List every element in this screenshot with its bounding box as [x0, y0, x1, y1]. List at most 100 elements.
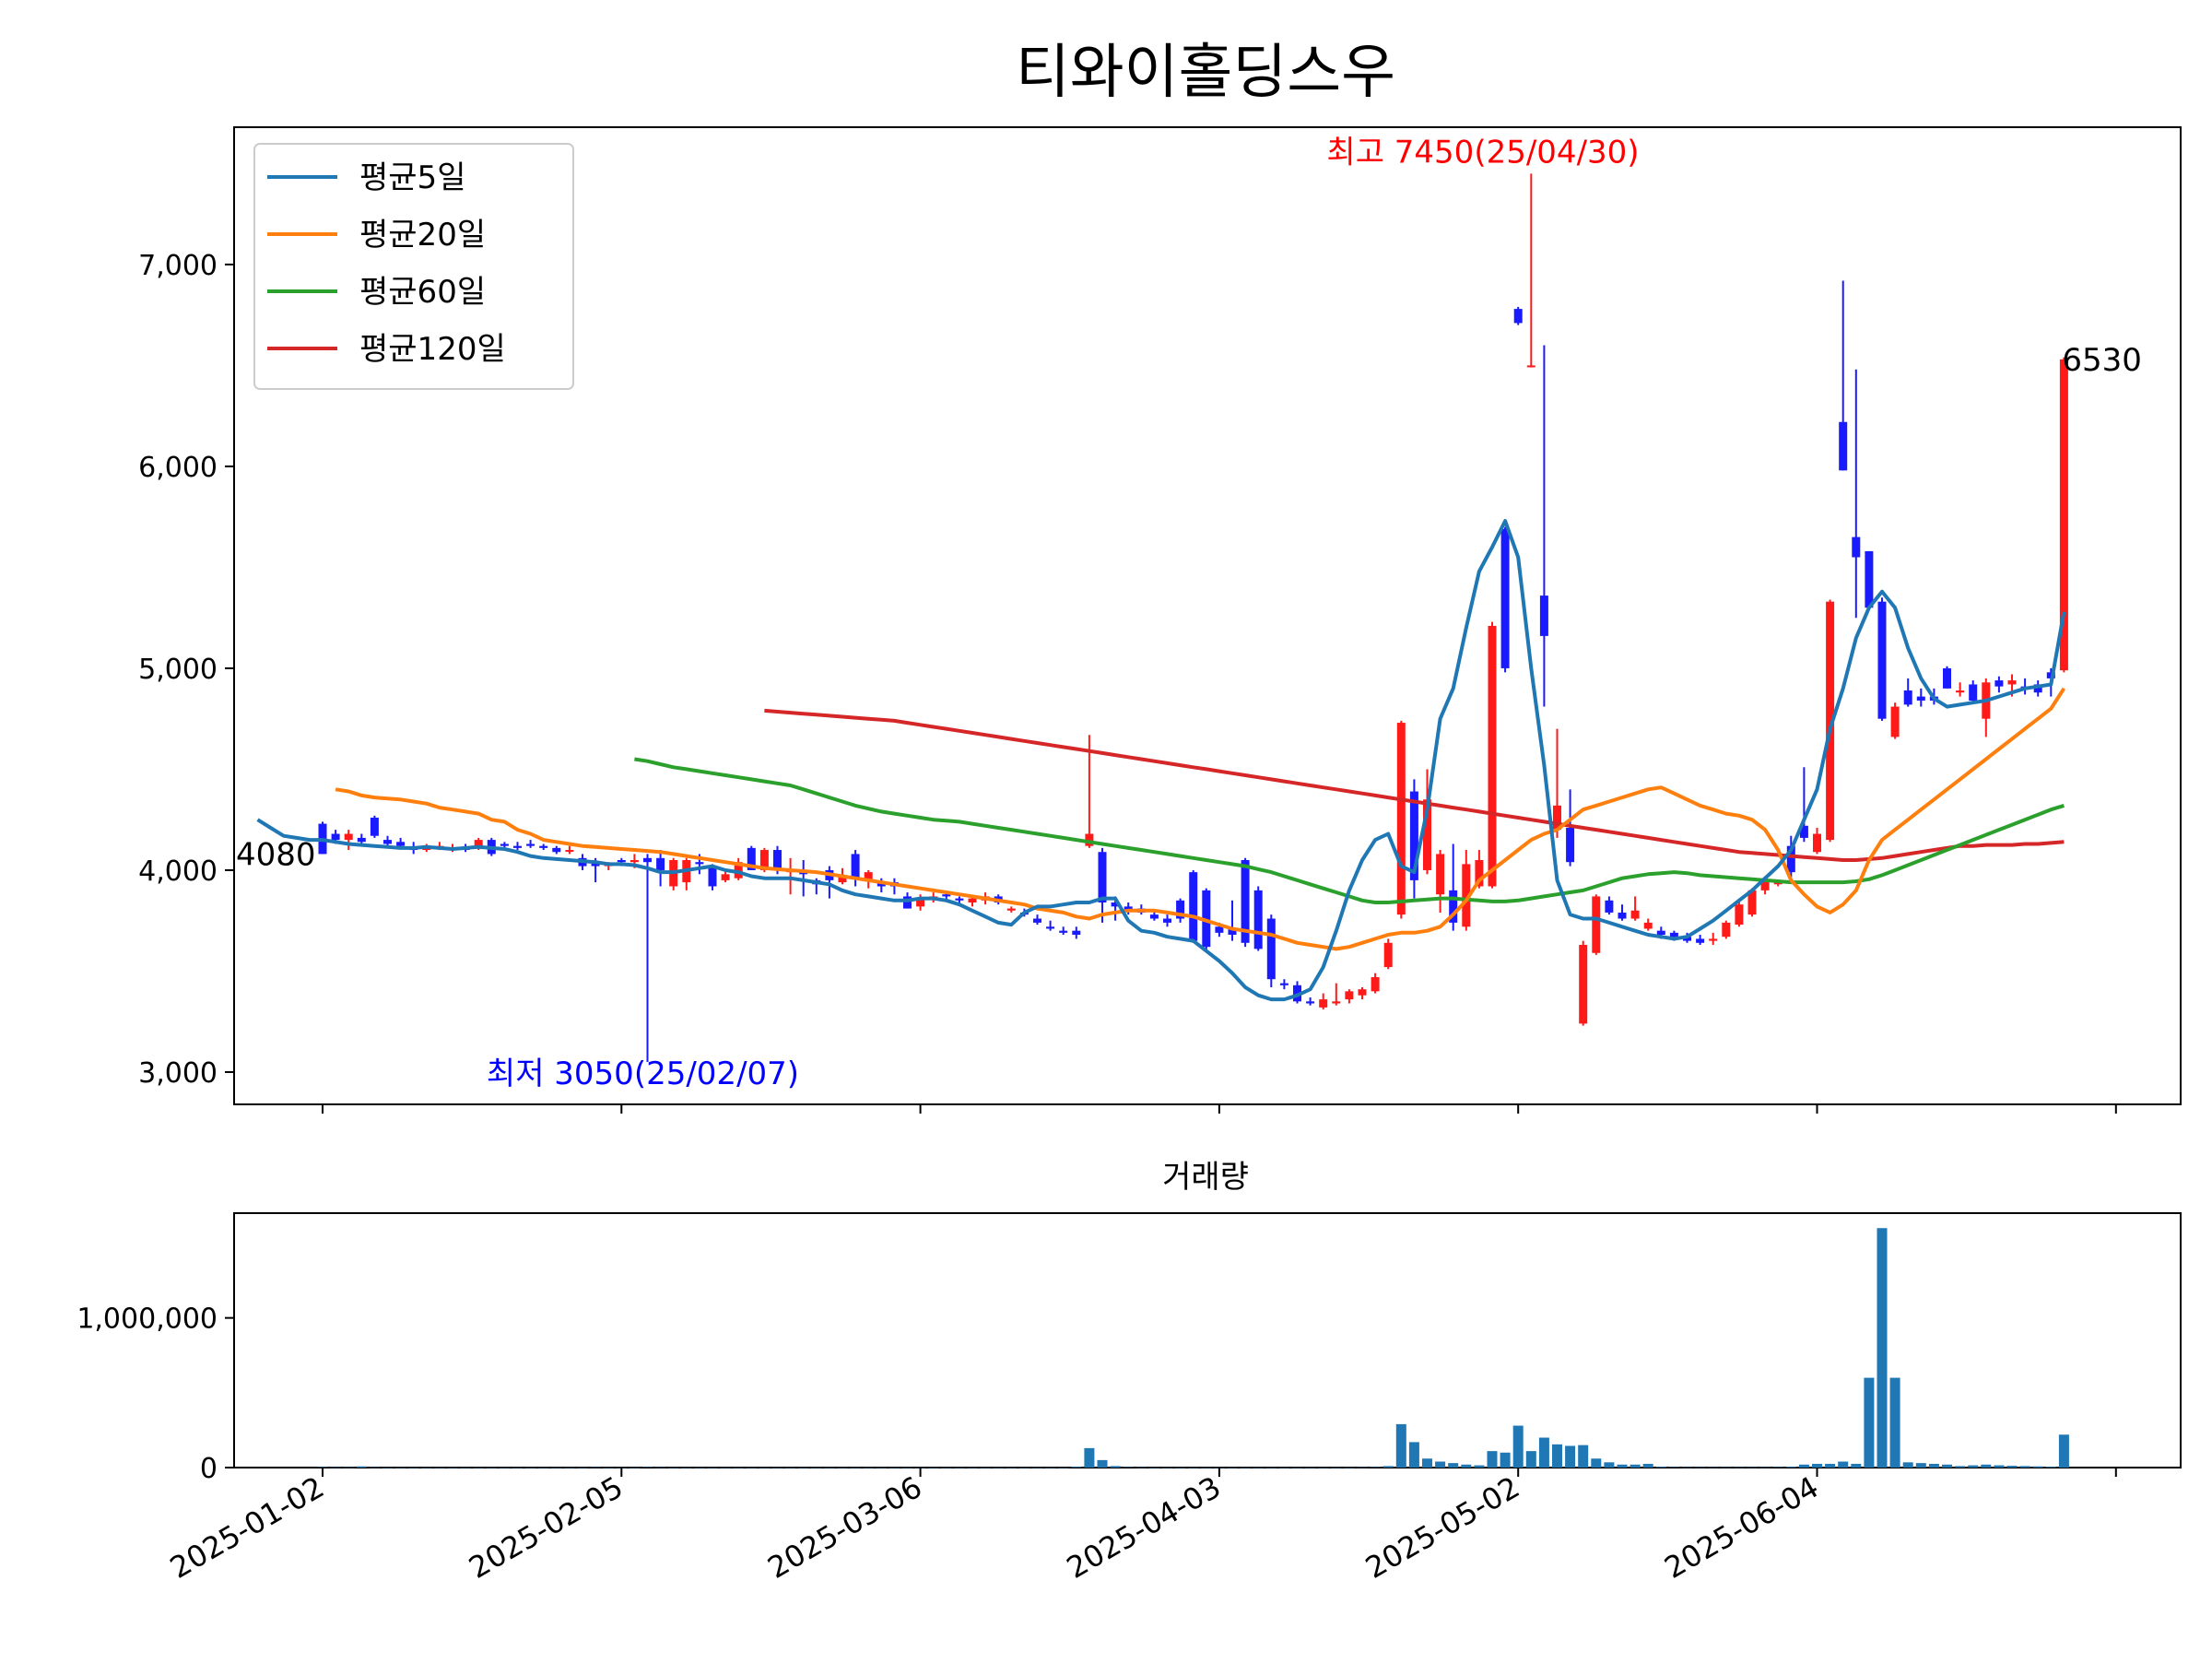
candle-body [1149, 914, 1159, 919]
candle-body [1358, 989, 1367, 996]
legend-label: 평균60일 [359, 274, 486, 311]
volume-bar [1785, 1467, 1796, 1468]
candle-body [370, 818, 379, 836]
volume-bar [1981, 1464, 1992, 1468]
candle-body [1890, 706, 1900, 737]
candle-body [695, 862, 704, 865]
volume-bar [1565, 1445, 1576, 1468]
candle-body [1643, 922, 1653, 929]
candle-body [759, 850, 769, 870]
candle-body [721, 874, 730, 880]
candle-body [1813, 833, 1821, 853]
candle-body [344, 833, 353, 841]
volume-bar [1655, 1467, 1666, 1468]
volume-bar [1474, 1465, 1485, 1468]
candle-body [1072, 930, 1081, 936]
candle-body [1669, 932, 1678, 938]
volume-title: 거래량 [1162, 1159, 1249, 1196]
price-plot-area: 3,000 4,000 5,000 6,000 7,000 [138, 126, 2182, 1114]
candle-body [916, 898, 925, 907]
candle-body [422, 847, 431, 851]
candle-body [1943, 667, 1951, 689]
volume-bar [1591, 1458, 1602, 1468]
candle-body [734, 862, 743, 879]
candle-body [1994, 680, 2004, 687]
volume-bar [1500, 1452, 1511, 1468]
candle-body [1396, 723, 1406, 915]
volume-bar [1864, 1377, 1875, 1468]
volume-bar [1902, 1462, 1913, 1468]
volume-bar [1955, 1466, 1966, 1468]
candle-body [643, 857, 652, 863]
candle-body [1253, 890, 1263, 949]
candle-body [1786, 845, 1795, 873]
candle-body [708, 866, 717, 887]
candle-body [1332, 1001, 1341, 1004]
volume-bar [1538, 1437, 1549, 1468]
volume-bar [1578, 1445, 1589, 1468]
candle-body [1449, 890, 1458, 923]
legend-label: 평균20일 [359, 217, 486, 254]
candle-body [1306, 1001, 1315, 1004]
volume-bar [1889, 1377, 1900, 1468]
candle-body [1969, 684, 1978, 701]
candle-body [1241, 860, 1250, 943]
low-annotation: 최저 3050(25/02/07) [487, 1056, 799, 1092]
volume-bar [1642, 1463, 1653, 1468]
candle-body [851, 854, 860, 879]
ma120-line [764, 708, 2065, 862]
price-y-tick-label: 4,000 [138, 855, 218, 888]
volume-bar [1071, 1467, 1082, 1468]
candle-body [1409, 791, 1418, 880]
candle-body [877, 882, 886, 887]
candle-body [1383, 942, 1393, 968]
candle-body [955, 898, 964, 901]
volume-bar [1525, 1451, 1536, 1468]
candle-body [942, 894, 951, 897]
volume-bar [1798, 1464, 1809, 1468]
volume-bar [1812, 1463, 1822, 1468]
candle-body [474, 840, 483, 846]
candle-body [526, 843, 535, 846]
candle-body [656, 857, 665, 870]
volume-bar [1487, 1451, 1498, 1468]
candle-body [383, 840, 392, 844]
candle-body [1046, 926, 1055, 929]
candle-body [1618, 912, 1627, 919]
volume-y-tick-label: 1,000,000 [76, 1303, 218, 1336]
candle-body [1630, 910, 1640, 919]
volume-bar [1942, 1464, 1952, 1468]
volume-bar [1422, 1458, 1432, 1468]
volume-bar [1448, 1463, 1459, 1468]
candle-body [617, 860, 626, 863]
candle-body [903, 896, 912, 909]
candle-body [629, 860, 639, 863]
volume-bar [1968, 1465, 1979, 1468]
candle-body [1500, 528, 1510, 668]
candle-body [1215, 926, 1224, 933]
candle-body [565, 850, 574, 853]
legend-label: 평균5일 [359, 159, 465, 196]
candle-body [1085, 833, 1094, 846]
last-close-label: 6530 [2062, 342, 2142, 379]
candle-body [1877, 601, 1887, 719]
candle-body [1760, 879, 1770, 890]
candle-body [1475, 860, 1484, 887]
candle-body [2033, 684, 2042, 693]
volume-bar [1617, 1464, 1628, 1468]
price-y-tick-label: 7,000 [138, 250, 218, 282]
volume-bar [1552, 1444, 1562, 1468]
price-y-tick-label: 5,000 [138, 654, 218, 686]
candle-body [1709, 938, 1718, 941]
volume-y-tick-label: 0 [200, 1453, 218, 1485]
high-annotation: 최고 7450(25/04/30) [1326, 134, 1639, 171]
volume-bar [1838, 1461, 1849, 1468]
volume-bar [2032, 1466, 2043, 1468]
candle-body [1735, 904, 1744, 926]
ma5-line [256, 519, 2066, 1002]
candle-body [396, 842, 406, 846]
candle-body [1852, 537, 1861, 558]
candle-body [1319, 999, 1328, 1008]
